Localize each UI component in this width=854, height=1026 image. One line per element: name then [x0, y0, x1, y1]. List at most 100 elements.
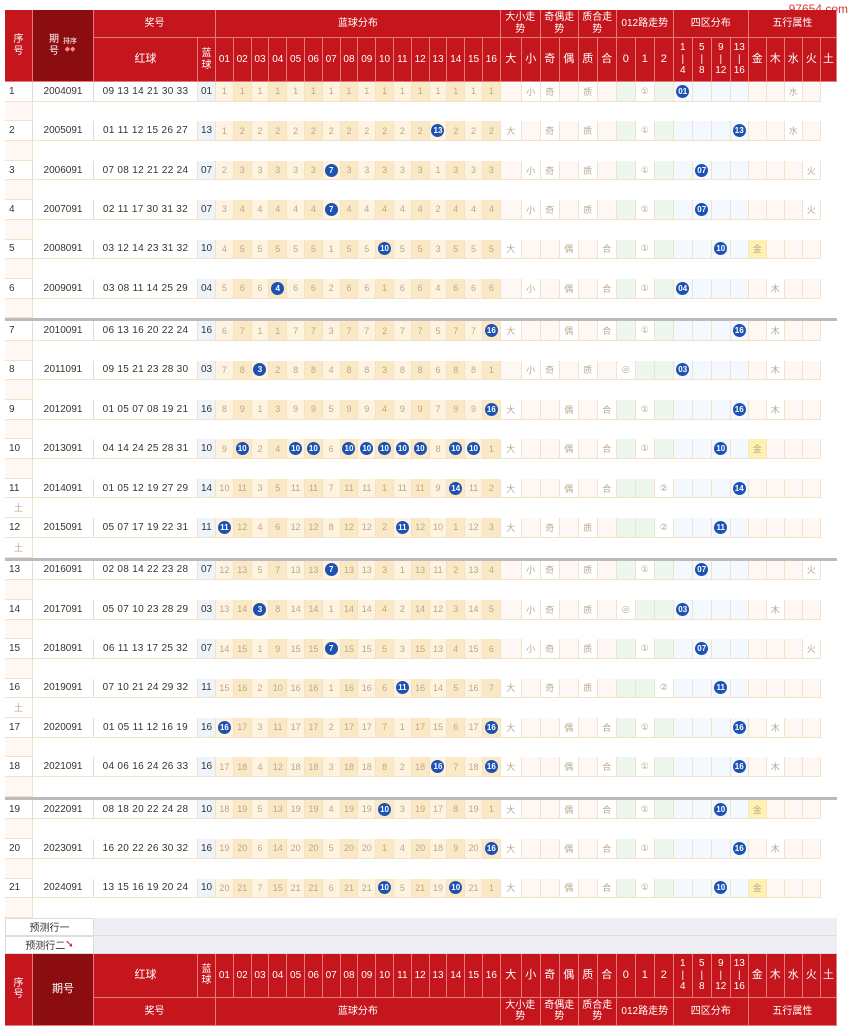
sort-arrows-icon: ◆◆	[64, 45, 76, 53]
zone-cell: 03	[673, 360, 693, 381]
blue-dist-cell: 4	[482, 200, 501, 220]
element-cell	[802, 757, 821, 778]
blue-dist-cell: 4	[376, 599, 394, 620]
element-cell: 木	[766, 839, 785, 859]
group-separator	[5, 318, 837, 322]
bigsmall-cell	[521, 718, 541, 738]
zone-cell	[730, 360, 749, 381]
blue-dist-cell: 4	[287, 200, 305, 220]
blue-dist-cell: 13	[429, 121, 448, 142]
prediction-area[interactable]	[94, 935, 837, 954]
header-zone-col: 9 | 12	[711, 38, 731, 82]
table-row: 18 2021091 04 06 16 24 26 33 16 17 18 4 12 18 18 3…	[5, 757, 837, 797]
element-cell	[766, 560, 785, 581]
blue-dist-cell: 20	[287, 839, 305, 859]
row-seq: 11	[5, 478, 33, 499]
zone-ball: 07	[695, 202, 709, 216]
arrow-down-icon[interactable]: ➘	[65, 939, 74, 951]
element-cell	[5, 737, 33, 758]
prediction-row[interactable]: 预测行一	[5, 917, 837, 936]
row-red-balls: 16 20 22 26 30 32	[94, 839, 198, 859]
blue-dist-cell: 3	[287, 160, 305, 181]
blue-dist-cell: 1	[447, 518, 466, 538]
zone-ball: 14	[732, 481, 746, 495]
element-cell	[748, 160, 767, 181]
header-blue-col: 02	[233, 953, 252, 998]
blue-dist-cell: 11	[393, 678, 412, 699]
blue-dist-cell: 3	[340, 160, 359, 181]
blue-dist-cell: 9	[447, 400, 466, 420]
header-zone4: 四区分布	[673, 10, 749, 38]
row-issue: 2015091	[33, 518, 94, 538]
row-issue: 2016091	[33, 560, 94, 581]
row-seq: 10	[5, 439, 33, 460]
table-footer: 序号期号 奖号 蓝球分布 大小走势奇偶走势质合走势 012路走势 四区分布 五行属性 红球蓝球…	[5, 953, 837, 1026]
road-cell: ◎	[616, 599, 636, 620]
primecomp-cell: 质	[578, 678, 598, 699]
header-elements: 五行属性	[748, 10, 837, 38]
blue-dist-cell: 9	[393, 400, 412, 420]
oddeven-cell	[540, 321, 560, 341]
bigsmall-cell: 大	[500, 400, 522, 420]
row-issue: 2008091	[33, 239, 94, 260]
header-issue[interactable]: 期号排序 ◆◆	[33, 10, 94, 82]
road-cell	[654, 160, 674, 181]
prediction-label[interactable]: 预测行二 ➘	[5, 935, 94, 954]
zone-cell: 10	[711, 239, 731, 260]
header-text: |	[719, 969, 723, 981]
zone-cell	[673, 839, 693, 859]
blue-dist-cell: 4	[269, 278, 288, 299]
header-text: 9	[717, 958, 724, 970]
hit-ball: 10	[378, 242, 392, 256]
blue-dist-cell: 2	[393, 757, 412, 778]
zone-cell	[711, 360, 731, 381]
element-cell	[766, 639, 785, 659]
row-seq: 8	[5, 360, 33, 381]
zone-cell	[692, 757, 712, 778]
header-primecomp: 质合走势	[578, 997, 617, 1026]
blue-dist-cell: 16	[429, 757, 448, 778]
prediction-label[interactable]: 预测行一	[5, 917, 94, 936]
header-blue-col: 02	[233, 38, 252, 82]
road-cell	[654, 321, 674, 341]
header-zone-col: 5 | 8	[692, 38, 712, 82]
table-row: 16 2019091 07 10 21 24 29 32 11 15 16 2 10 16 16 1…	[5, 678, 837, 718]
prediction-area[interactable]	[94, 917, 837, 936]
element-cell: 土	[5, 537, 33, 558]
blue-dist-cell: 16	[340, 678, 359, 699]
road-cell	[654, 560, 674, 581]
hit-ball: 7	[324, 642, 338, 656]
road-cell	[654, 757, 674, 778]
header-blue-col: 06	[304, 953, 323, 998]
blue-dist-cell: 7	[411, 321, 430, 341]
header-blue-col: 05	[287, 38, 305, 82]
blue-dist-cell: 13	[429, 639, 448, 659]
row-red-balls: 05 07 10 23 28 29	[94, 599, 198, 620]
element-cell	[802, 360, 821, 381]
hit-ball: 10	[467, 442, 481, 456]
hit-ball: 16	[217, 720, 231, 734]
blue-dist-cell: 11	[393, 478, 412, 499]
header-text: 大小走	[505, 999, 536, 1011]
header-text: 8	[698, 65, 705, 77]
primecomp-cell	[578, 239, 598, 260]
zone-cell	[692, 678, 712, 699]
hit-ball: 11	[217, 520, 231, 534]
blue-dist-cell: 12	[269, 757, 288, 778]
primecomp-cell: 质	[578, 121, 598, 142]
sort-toggle[interactable]: 排序 ◆◆	[63, 38, 77, 53]
row-issue: 2004091	[33, 82, 94, 102]
element-cell	[784, 278, 803, 299]
blue-dist-cell: 9	[287, 400, 305, 420]
row-red-balls: 02 08 14 22 23 28	[94, 560, 198, 581]
oddeven-cell: 偶	[559, 839, 579, 859]
blue-dist-cell: 1	[482, 360, 501, 381]
prediction-row[interactable]: 预测行二 ➘	[5, 935, 837, 954]
blue-dist-cell: 11	[340, 478, 359, 499]
road-cell	[635, 518, 655, 538]
zone-cell: 13	[730, 121, 749, 142]
blue-dist-cell: 19	[304, 799, 323, 820]
header-issue[interactable]: 期号	[33, 953, 94, 1026]
zone-cell	[692, 478, 712, 499]
road-cell: ①	[635, 839, 655, 859]
